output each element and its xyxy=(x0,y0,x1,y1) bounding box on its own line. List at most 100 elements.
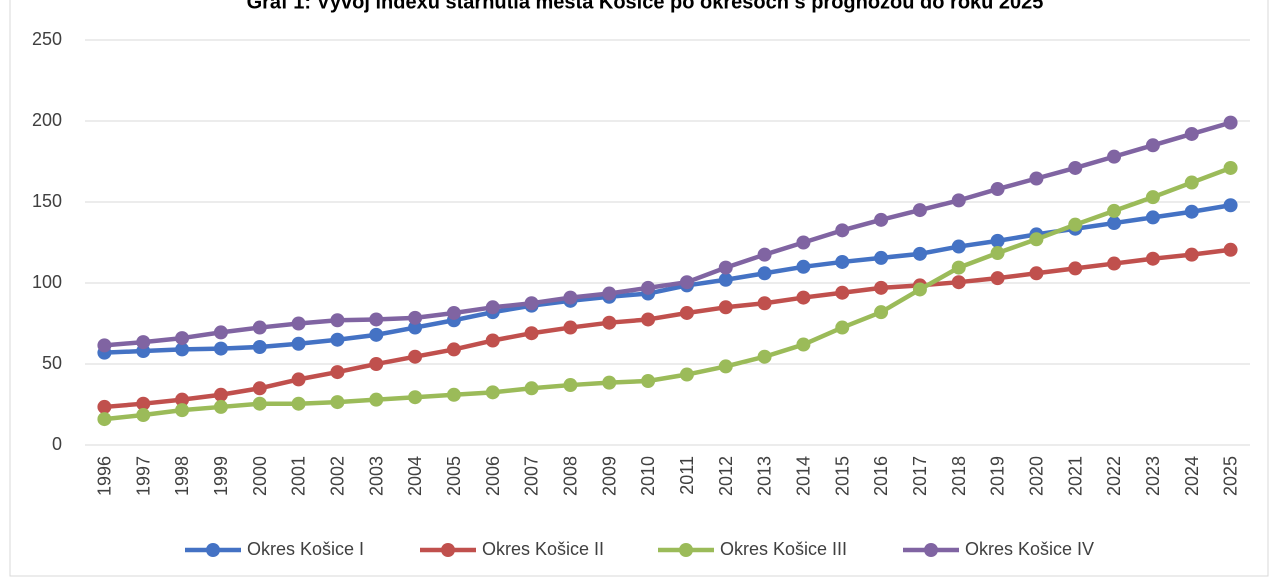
data-point xyxy=(485,333,500,348)
x-tick-label: 2009 xyxy=(599,456,619,496)
data-point xyxy=(1029,232,1044,247)
data-point xyxy=(1068,261,1083,276)
x-tick-label: 2019 xyxy=(988,456,1008,496)
data-point xyxy=(1029,171,1044,186)
data-point xyxy=(990,271,1005,286)
data-point xyxy=(1223,242,1238,257)
data-point xyxy=(97,338,112,353)
data-point xyxy=(446,342,461,357)
data-point xyxy=(1184,247,1199,262)
data-point xyxy=(291,396,306,411)
data-point xyxy=(951,193,966,208)
legend-label: Okres Košice II xyxy=(482,539,604,559)
data-point xyxy=(408,310,423,325)
data-point xyxy=(796,235,811,250)
data-point xyxy=(679,275,694,290)
data-point xyxy=(796,290,811,305)
data-point xyxy=(252,396,267,411)
data-point xyxy=(796,259,811,274)
data-point xyxy=(835,223,850,238)
data-point xyxy=(912,246,927,261)
data-point xyxy=(175,342,190,357)
data-point xyxy=(874,305,889,320)
x-tick-label: 2024 xyxy=(1182,456,1202,496)
data-point xyxy=(1068,160,1083,175)
data-point xyxy=(330,332,345,347)
legend-label: Okres Košice I xyxy=(247,539,364,559)
x-tick-label: 1996 xyxy=(94,456,114,496)
data-point xyxy=(330,365,345,380)
data-point xyxy=(446,387,461,402)
data-point xyxy=(1145,190,1160,205)
data-point xyxy=(1107,203,1122,218)
x-tick-label: 2002 xyxy=(327,456,347,496)
data-point xyxy=(408,320,423,335)
data-point xyxy=(1068,217,1083,232)
data-point xyxy=(1107,216,1122,231)
legend-marker xyxy=(206,543,220,557)
data-point xyxy=(175,392,190,407)
x-tick-label: 2006 xyxy=(483,456,503,496)
data-point xyxy=(291,336,306,351)
data-point xyxy=(874,280,889,295)
x-tick-label: 2025 xyxy=(1221,456,1241,496)
data-point xyxy=(1184,204,1199,219)
x-tick-label: 2016 xyxy=(871,456,891,496)
x-tick-label: 1997 xyxy=(133,456,153,496)
data-point xyxy=(951,275,966,290)
x-tick-label: 2011 xyxy=(677,456,697,495)
data-point xyxy=(330,313,345,328)
y-tick-label: 50 xyxy=(42,353,62,373)
data-point xyxy=(951,260,966,275)
data-point xyxy=(1029,266,1044,281)
data-point xyxy=(757,247,772,262)
data-point xyxy=(485,385,500,400)
data-point xyxy=(874,212,889,227)
data-point xyxy=(524,296,539,311)
data-point xyxy=(990,233,1005,248)
x-tick-label: 2020 xyxy=(1026,456,1046,496)
y-tick-label: 100 xyxy=(32,272,62,292)
data-point xyxy=(369,327,384,342)
data-point xyxy=(291,372,306,387)
data-point xyxy=(136,335,151,350)
data-point xyxy=(602,286,617,301)
x-tick-label: 2005 xyxy=(444,456,464,496)
data-point xyxy=(369,357,384,371)
data-point xyxy=(990,246,1005,261)
x-tick-label: 2017 xyxy=(910,456,930,496)
data-point xyxy=(718,359,733,374)
x-tick-label: 2012 xyxy=(716,456,736,496)
data-point xyxy=(757,266,772,281)
data-point xyxy=(446,305,461,320)
data-point xyxy=(524,381,539,396)
data-point xyxy=(718,300,733,315)
x-tick-label: 1998 xyxy=(172,456,192,496)
data-point xyxy=(213,325,228,340)
y-tick-label: 200 xyxy=(32,110,62,130)
data-point xyxy=(990,182,1005,197)
x-tick-label: 2008 xyxy=(560,456,580,496)
data-point xyxy=(602,375,617,390)
data-point xyxy=(1107,256,1122,271)
x-tick-label: 2015 xyxy=(832,456,852,496)
data-point xyxy=(369,392,384,407)
series-line xyxy=(104,165,1232,422)
data-point xyxy=(175,403,190,418)
data-point xyxy=(252,339,267,354)
data-point xyxy=(718,272,733,287)
data-point xyxy=(757,296,772,311)
data-point xyxy=(97,412,112,427)
y-tick-label: 250 xyxy=(32,29,62,49)
data-point xyxy=(1184,175,1199,190)
data-point xyxy=(213,399,228,414)
data-point xyxy=(912,203,927,218)
legend-label: Okres Košice IV xyxy=(965,539,1094,559)
data-point xyxy=(1223,115,1238,130)
y-tick-label: 0 xyxy=(52,434,62,454)
data-point xyxy=(136,408,151,423)
data-point xyxy=(252,381,267,396)
x-tick-label: 2014 xyxy=(793,456,813,496)
series-line xyxy=(104,120,1232,348)
